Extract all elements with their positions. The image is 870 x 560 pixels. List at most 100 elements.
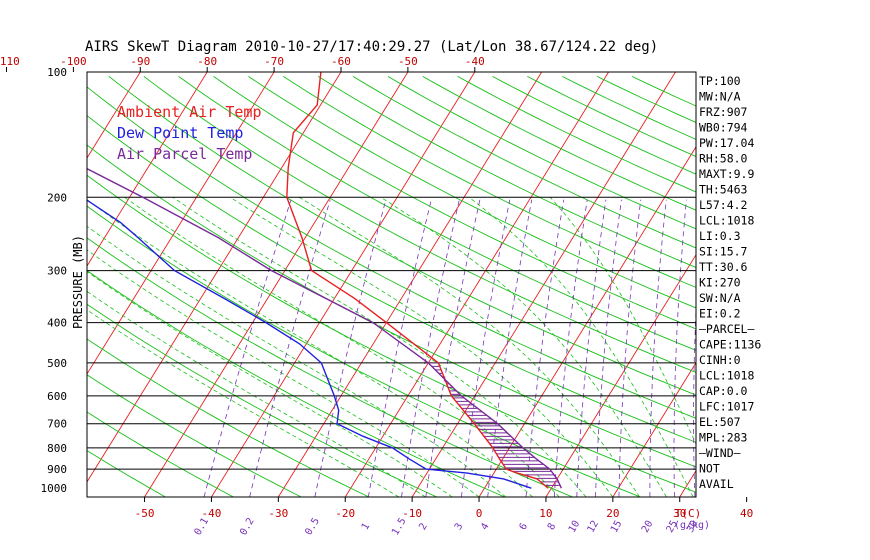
bottom-temp-tick-label: 0 — [476, 507, 483, 520]
pressure-tick-label: 200 — [47, 191, 67, 204]
dry-adiabat-line — [457, 76, 696, 193]
isotherm-line — [144, 72, 409, 497]
index-item: CAPE:1136 — [699, 338, 761, 352]
top-temp-tick-label: -60 — [331, 55, 351, 68]
moist-adiabat-line — [124, 196, 560, 497]
dry-adiabat-line — [492, 76, 696, 175]
dry-adiabat-line — [422, 76, 696, 211]
moist-adiabat-line — [549, 197, 696, 445]
index-item: NOT — [699, 462, 720, 476]
mixing-ratio-label: 2 — [417, 521, 430, 532]
pressure-tick-label: 300 — [47, 265, 67, 278]
index-item: WB0:794 — [699, 121, 748, 135]
dry-adiabat-line — [352, 76, 696, 249]
chart-title: AIRS SkewT Diagram 2010-10-27/17:40:29.2… — [85, 39, 658, 55]
moist-adiabat-line — [468, 196, 694, 497]
mixing-ratio-line — [203, 199, 292, 497]
mixing-ratio-label: 12 — [586, 519, 602, 535]
dew-point-temp-line — [87, 199, 532, 489]
dry-adiabat-line — [387, 76, 696, 230]
isotherm-line — [0, 72, 6, 497]
index-item: TT:30.6 — [699, 260, 748, 274]
isotherm-line — [87, 72, 141, 159]
dry-adiabat-line — [87, 237, 573, 497]
bottom-temp-tick-label: 20 — [606, 507, 619, 520]
isotherm-line — [344, 72, 609, 497]
pressure-tick-label: 1000 — [41, 482, 68, 495]
mixing-ratio-label: 30 — [685, 519, 701, 535]
dry-adiabat-line — [108, 76, 696, 396]
top-temp-tick-label: -40 — [465, 55, 485, 68]
dry-adiabat-line — [87, 270, 505, 497]
dry-adiabat-line — [87, 174, 696, 493]
isotherm-line — [277, 72, 543, 497]
index-item: RH:58.0 — [699, 152, 748, 166]
bottom-temp-tick-label: -50 — [135, 507, 155, 520]
plot-frame — [86, 71, 697, 498]
pressure-tick-label: 900 — [47, 463, 67, 476]
index-item: FRZ:907 — [699, 105, 748, 119]
bottom-temp-tick-label: 30 — [673, 507, 686, 520]
mixing-ratio-label: 15 — [609, 519, 625, 535]
y-axis-label: PRESSURE (MB) — [71, 235, 85, 329]
index-item: SW:N/A — [699, 291, 741, 305]
dry-adiabat-line — [527, 75, 696, 158]
dry-adiabat-line — [213, 76, 696, 330]
axes: 1002003004005006007008009001000-120-110-… — [0, 55, 753, 537]
pressure-tick-label: 400 — [47, 317, 67, 330]
moist-adiabat-line — [87, 309, 400, 497]
dry-adiabat-line — [248, 76, 696, 309]
bottom-temp-tick-label: -30 — [268, 507, 288, 520]
moist-adiabat-line — [87, 290, 426, 497]
index-item: —WIND— — [699, 446, 741, 460]
index-item: LI:0.3 — [699, 229, 741, 243]
index-item: —PARCEL— — [699, 322, 754, 336]
ambient-air-temp-line — [286, 72, 549, 489]
index-item: AVAIL — [699, 477, 734, 491]
bottom-temp-tick-label: 10 — [539, 507, 552, 520]
dry-adiabat-line — [143, 76, 696, 373]
moist-adiabat-line — [87, 225, 507, 497]
mixing-ratio-line — [576, 199, 607, 497]
legend-item: Ambient Air Temp — [117, 103, 262, 121]
mixing-ratio-label: 25 — [665, 519, 681, 535]
moist-adiabat-line — [299, 196, 640, 497]
mixing-ratio-label: 0.5 — [303, 516, 322, 537]
dry-adiabat-line — [87, 86, 696, 419]
pressure-tick-label: 100 — [47, 66, 67, 79]
index-item: PW:17.04 — [699, 136, 754, 150]
bottom-temp-tick-label: -10 — [402, 507, 422, 520]
pressure-tick-label: 600 — [47, 390, 67, 403]
index-item: MW:N/A — [699, 90, 741, 104]
mixing-ratio-line — [425, 199, 481, 497]
dry-adiabat-line — [87, 205, 641, 497]
dry-adiabat-line — [87, 338, 370, 497]
moist-adiabat-line — [172, 196, 587, 497]
index-item: CAP:0.0 — [699, 384, 748, 398]
pressure-tick-label: 700 — [47, 418, 67, 431]
isotherm-line — [478, 146, 696, 497]
mixing-ratio-label: 0.2 — [238, 516, 257, 537]
index-item: LCL:1018 — [699, 214, 754, 228]
top-temp-tick-label: -50 — [398, 55, 418, 68]
bottom-temp-tick-label: -40 — [201, 507, 221, 520]
mixing-ratio-unit-label: (g/kg) — [674, 520, 710, 531]
mixing-ratio-line — [249, 199, 331, 497]
isotherm-line — [545, 253, 696, 497]
index-item: MPL:283 — [699, 431, 748, 445]
index-item: LCL:1018 — [699, 369, 754, 383]
mixing-ratio-line — [367, 199, 432, 497]
top-temp-tick-label: -100 — [60, 55, 87, 68]
bottom-temp-tick-label: 40 — [740, 507, 753, 520]
sounding-series — [87, 72, 563, 489]
dry-adiabat-line — [87, 115, 696, 443]
moist-adiabat-line — [380, 196, 667, 497]
x-axis-unit-label: T(C) — [675, 507, 702, 520]
top-temp-tick-label: -80 — [197, 55, 217, 68]
mixing-ratio-label: 20 — [640, 519, 656, 535]
dry-adiabat-line — [178, 76, 696, 351]
index-item: EI:0.2 — [699, 307, 741, 321]
dry-adiabat-line — [87, 411, 234, 497]
